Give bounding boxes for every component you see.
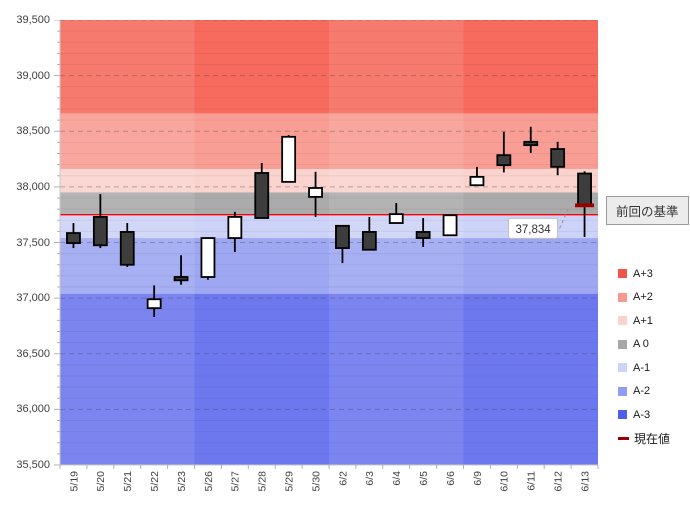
legend-item-aplusminus-2: A+2 xyxy=(618,286,688,310)
candle-5-27[interactable] xyxy=(227,211,243,252)
legend-swatch xyxy=(618,269,627,279)
baseline-label: 前回の基準 xyxy=(606,196,689,225)
legend-swatch xyxy=(618,339,627,349)
current-value-annotation: 37,834 xyxy=(508,208,570,239)
x-axis-label: 5/23 xyxy=(176,471,188,492)
x-axis-label: 5/21 xyxy=(122,471,134,492)
candle-5-22[interactable] xyxy=(146,285,162,318)
x-axis-label: 5/27 xyxy=(230,471,242,492)
legend-swatch xyxy=(618,363,627,373)
zone-band-a-2 xyxy=(60,238,598,294)
legend-label: A+2 xyxy=(633,291,653,304)
candle-5-21[interactable] xyxy=(119,223,135,267)
y-axis-label: 39,500 xyxy=(16,14,50,26)
svg-text:37,834: 37,834 xyxy=(515,224,551,236)
y-axis-label: 37,500 xyxy=(16,236,50,249)
legend-item-aminus-2: A-2 xyxy=(618,380,688,404)
legend-item-aplusminus-1: A+1 xyxy=(618,309,688,333)
x-axis-labels: 5/19 5/20 5/21 5/22 5/23 5/26 5/27 5/28 5/29 5/30… xyxy=(68,471,591,492)
zone-band-a-3 xyxy=(60,293,598,465)
legend-item-aminus-3: A-3 xyxy=(618,403,688,427)
y-axis-label: 37,000 xyxy=(16,292,50,305)
x-axis-label: 6/6 xyxy=(445,471,457,486)
x-axis-label: 6/13 xyxy=(579,471,591,492)
legend-label: A-2 xyxy=(633,385,651,398)
y-axis-label: 38,000 xyxy=(16,180,50,193)
candle-5-28[interactable] xyxy=(254,162,270,219)
x-axis-label: 6/10 xyxy=(499,471,511,492)
candle-5-26[interactable] xyxy=(200,237,216,280)
x-axis-label: 6/5 xyxy=(418,471,430,486)
zone-band-a+3 xyxy=(60,20,598,114)
plot-area: 37,834 5/19 5/20 5/21 5/22 5/23 5/26 5/27 5/28 5/… xyxy=(52,19,612,511)
x-axis-label: 5/19 xyxy=(68,471,80,492)
x-axis-label: 6/3 xyxy=(364,471,376,486)
minor-gridlines xyxy=(60,30,598,455)
candle-6-2[interactable] xyxy=(335,224,350,264)
candle-6-3[interactable] xyxy=(361,216,377,251)
y-axis-label: 39,000 xyxy=(16,69,50,82)
candle-6-4[interactable] xyxy=(388,203,404,224)
current-value-marker xyxy=(575,203,595,208)
candle-6-9[interactable] xyxy=(469,166,485,187)
legend-item-aminus-0: A 0 xyxy=(618,333,688,357)
zone-legend: A+3 A+2 A+1 A 0 A-1 A-2 A-3 現在値 xyxy=(618,262,688,450)
legend-label: 現在値 xyxy=(634,431,671,446)
candle-6-6[interactable] xyxy=(442,214,458,237)
x-axis-label: 5/20 xyxy=(95,471,107,492)
y-axis-label: 36,000 xyxy=(16,403,50,416)
y-axis-label: 36,500 xyxy=(16,347,50,360)
current-value-dash-icon xyxy=(618,436,629,440)
x-axis-label: 5/29 xyxy=(283,471,295,492)
x-axis-label: 6/9 xyxy=(472,471,484,486)
candle-5-20[interactable] xyxy=(92,194,108,249)
zone-bands xyxy=(60,20,598,465)
legend-current-value: 現在値 xyxy=(618,427,688,451)
y-axis-label: 35,500 xyxy=(16,459,50,471)
candle-6-10[interactable] xyxy=(496,131,512,173)
candle-5-30[interactable] xyxy=(308,171,323,217)
legend-label: A 0 xyxy=(633,338,649,351)
candle-6-5[interactable] xyxy=(415,218,431,247)
y-axis-label: 38,500 xyxy=(16,125,50,138)
x-axis-label: 5/22 xyxy=(149,471,161,492)
legend-swatch xyxy=(618,410,627,420)
legend-label: A+1 xyxy=(633,314,653,327)
legend-item-aminus-1: A-1 xyxy=(618,356,688,380)
x-axis-label: 5/30 xyxy=(310,471,322,492)
legend-label: A-3 xyxy=(633,408,651,421)
candle-5-19[interactable] xyxy=(66,223,81,249)
legend-swatch xyxy=(618,292,627,302)
candle-5-23[interactable] xyxy=(173,255,189,285)
x-axis-label: 5/28 xyxy=(257,471,269,492)
legend-swatch xyxy=(618,386,627,396)
x-axis-label: 6/4 xyxy=(391,471,403,486)
legend-label: A+3 xyxy=(633,267,653,280)
legend-swatch xyxy=(618,316,627,326)
x-axis-label: 6/12 xyxy=(552,471,564,492)
legend-item-aplusminus-3: A+3 xyxy=(618,262,688,286)
zone-band-a0 xyxy=(60,192,598,215)
candle-6-12[interactable] xyxy=(550,141,566,176)
x-axis-label: 6/11 xyxy=(526,471,538,491)
x-axis-label: 6/2 xyxy=(337,471,349,486)
candle-6-11[interactable] xyxy=(523,126,539,153)
legend-label: A-1 xyxy=(633,361,651,374)
candle-5-29[interactable] xyxy=(281,135,297,183)
axis-ticks xyxy=(54,19,599,469)
zone-band-a-1 xyxy=(60,214,598,239)
zone-band-a+1 xyxy=(60,169,598,193)
x-axis-label: 5/26 xyxy=(203,471,215,492)
